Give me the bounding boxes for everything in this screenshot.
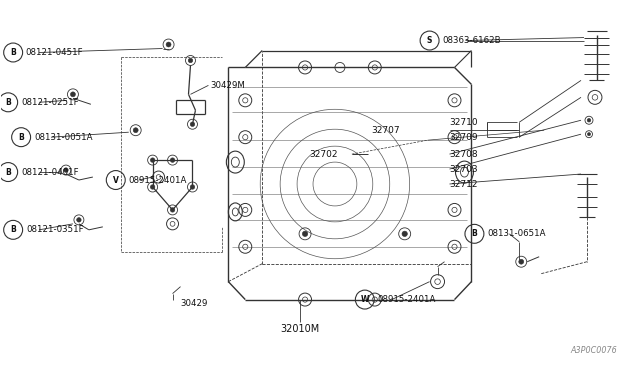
Text: S: S — [427, 36, 432, 45]
Text: 08915-2401A: 08915-2401A — [378, 295, 436, 304]
Circle shape — [519, 259, 524, 264]
Circle shape — [166, 42, 171, 47]
Circle shape — [170, 208, 175, 212]
Text: B: B — [19, 133, 24, 142]
Circle shape — [64, 168, 68, 172]
Text: B: B — [472, 229, 477, 238]
Text: B: B — [5, 98, 11, 107]
Text: B: B — [10, 225, 16, 234]
Circle shape — [587, 118, 591, 122]
Circle shape — [77, 218, 81, 222]
Text: 08131-0651A: 08131-0651A — [488, 229, 546, 238]
Circle shape — [70, 92, 76, 97]
Text: 32709: 32709 — [449, 133, 478, 142]
Text: 32712: 32712 — [449, 180, 478, 189]
Text: 08131-0051A: 08131-0051A — [34, 133, 93, 142]
Circle shape — [190, 185, 195, 189]
Text: 32703: 32703 — [449, 164, 478, 174]
Circle shape — [302, 231, 308, 237]
Text: A3P0C0076: A3P0C0076 — [570, 346, 617, 355]
Circle shape — [188, 58, 193, 63]
Text: 08363-6162B: 08363-6162B — [442, 36, 501, 45]
Text: W: W — [361, 295, 369, 304]
Text: 32010M: 32010M — [280, 324, 320, 334]
Circle shape — [402, 231, 408, 237]
Text: 32702: 32702 — [309, 150, 338, 158]
Circle shape — [133, 128, 138, 133]
Circle shape — [170, 158, 175, 162]
Circle shape — [150, 158, 155, 162]
Text: 08915-2401A: 08915-2401A — [129, 176, 187, 185]
Circle shape — [588, 133, 591, 136]
Text: 32708: 32708 — [449, 150, 478, 158]
Text: 08121-0351F: 08121-0351F — [26, 225, 84, 234]
Text: B: B — [5, 167, 11, 177]
Text: B: B — [10, 48, 16, 57]
Text: 30429M: 30429M — [211, 81, 245, 90]
Circle shape — [190, 122, 195, 126]
Circle shape — [150, 185, 155, 189]
Text: V: V — [113, 176, 118, 185]
Text: 08121-0451F: 08121-0451F — [25, 48, 83, 57]
Text: 08121-0251F: 08121-0251F — [21, 98, 79, 107]
Text: 32707: 32707 — [371, 126, 400, 135]
Text: 32710: 32710 — [449, 118, 478, 127]
Text: 08121-0401F: 08121-0401F — [21, 167, 79, 177]
Text: 30429: 30429 — [180, 299, 208, 308]
